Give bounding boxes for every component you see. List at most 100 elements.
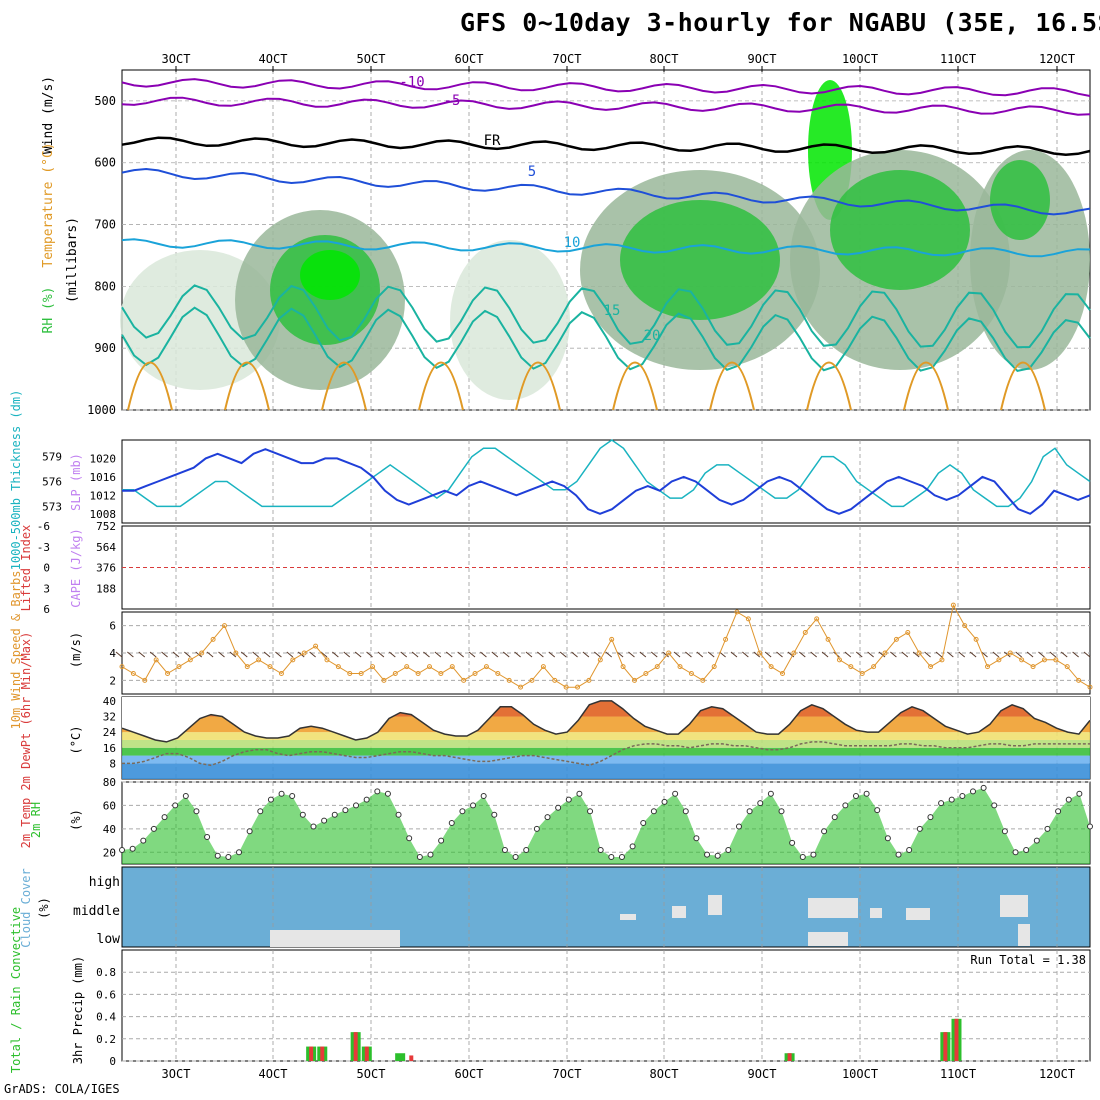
wind-barb — [263, 651, 271, 658]
temp-band — [122, 732, 1090, 740]
wind-speed-point — [734, 609, 740, 615]
cloud-level-label: middle — [73, 904, 120, 919]
y-tick-label: 1000 — [87, 403, 116, 417]
wind-speed-point — [768, 664, 774, 670]
wind-barb — [901, 651, 909, 658]
panel-label-wind: Wind (m/s) — [41, 76, 56, 154]
rh2m-point — [682, 808, 689, 815]
wind-speed-point — [404, 664, 410, 670]
wind-speed-point — [688, 671, 694, 676]
isotherm-warm — [127, 361, 173, 411]
panel-label-cloud: Cloud Cover — [19, 868, 33, 947]
wind-barb — [400, 651, 408, 658]
rh2m-point — [512, 853, 519, 860]
wind-speed-point — [882, 650, 888, 656]
isotherm-warm — [1000, 361, 1046, 411]
wind-speed-point — [757, 650, 763, 656]
precip-conv-bar — [320, 1046, 325, 1061]
panel-label-temp2m: 2m Temp 2m DewPt (6hr Min/Max) — [19, 632, 33, 849]
rh2m-point — [884, 835, 891, 842]
precip-tick-label: 0.4 — [96, 1011, 116, 1024]
wind-speed-point — [392, 671, 398, 676]
cloud-block — [870, 908, 882, 918]
rh2m-point — [608, 853, 615, 860]
rh-shading — [620, 200, 780, 320]
wind-barb — [149, 651, 157, 658]
wind-barb — [548, 651, 556, 658]
rh2m-point — [353, 802, 360, 809]
rh2m-point — [1055, 808, 1062, 815]
rh2m-point — [969, 788, 976, 795]
temp-tick-label: 8 — [109, 757, 116, 770]
slp-tick-label: 1020 — [90, 452, 117, 465]
rh2m-point — [1076, 790, 1083, 797]
rh2m-point — [225, 853, 232, 860]
rh2m-point — [980, 784, 987, 791]
wind-speed-point — [119, 664, 125, 670]
rh2m-point — [693, 835, 700, 842]
wind-barb — [753, 651, 761, 658]
wind-barb — [776, 651, 783, 658]
x-bottom-tick-label: 3OCT — [162, 1067, 191, 1081]
li-tick-label: 0 — [43, 562, 50, 575]
rh2m-point — [1087, 823, 1093, 830]
y-tick-label: 600 — [94, 156, 116, 170]
wind-speed-point — [438, 671, 444, 676]
wind-speed-point — [654, 664, 660, 670]
rh2m-point — [661, 798, 668, 805]
wind-speed-point — [631, 677, 637, 683]
rh2m-point — [746, 808, 753, 815]
rh2m-point — [363, 796, 370, 803]
rh2m-point — [438, 837, 445, 844]
rh2m-point — [704, 851, 711, 858]
wind-speed-point — [700, 677, 706, 683]
wind-barb — [1026, 651, 1034, 658]
isotherm-warm — [515, 361, 561, 411]
wind-speed-point — [210, 636, 216, 642]
rh2m-point — [129, 845, 136, 852]
wind-speed-point — [165, 671, 171, 676]
x-top-tick-label: 3OCT — [162, 52, 191, 66]
wind-barb — [992, 651, 1000, 658]
wind-speed-point — [278, 671, 284, 676]
wind-speed-point — [461, 677, 467, 683]
wind-barb — [491, 651, 499, 658]
rh2m-point — [491, 811, 498, 818]
wind-speed-point — [153, 657, 159, 663]
rh2m-point — [597, 846, 604, 853]
rh2m-point — [842, 802, 849, 809]
rh2m-point — [395, 811, 402, 818]
rh2m-point — [725, 846, 732, 853]
wind-speed-point — [130, 671, 136, 676]
wind-barb — [981, 651, 988, 658]
y-tick-label: 700 — [94, 218, 116, 232]
rh2m-point — [459, 808, 466, 815]
precip-conv-bar — [787, 1053, 792, 1061]
wind-tick-label: 6 — [109, 620, 116, 633]
wind-barb — [673, 651, 681, 658]
rh2m-point — [406, 835, 413, 842]
wind-speed-point — [666, 650, 672, 656]
rh-tick-label: 40 — [103, 823, 116, 836]
wind-speed-point — [928, 664, 934, 670]
cape-tick-label: 564 — [96, 541, 116, 554]
rh2m-point — [1012, 849, 1019, 856]
rh2m-point — [618, 853, 625, 860]
precip-conv-bar — [954, 1018, 959, 1061]
wind-barb — [798, 651, 806, 658]
rh2m-point — [629, 843, 636, 850]
x-top-tick-label: 8OCT — [650, 52, 679, 66]
panel-label-temperature: Temperature (°C) — [41, 142, 56, 267]
wind-barb — [696, 651, 704, 658]
x-top-tick-label: 4OCT — [259, 52, 288, 66]
rh2m-point — [470, 802, 477, 809]
precip-total-bar — [395, 1053, 406, 1061]
wind-speed-point — [335, 664, 341, 670]
run-total-label: Run Total = 1.38 — [970, 953, 1086, 967]
wind-barb — [332, 651, 339, 658]
wind-barb — [115, 651, 123, 658]
wind-speed-point — [791, 650, 797, 656]
y-tick-label: 900 — [94, 341, 116, 355]
temp-mask — [122, 697, 1090, 742]
temp-tick-label: 16 — [103, 742, 116, 755]
